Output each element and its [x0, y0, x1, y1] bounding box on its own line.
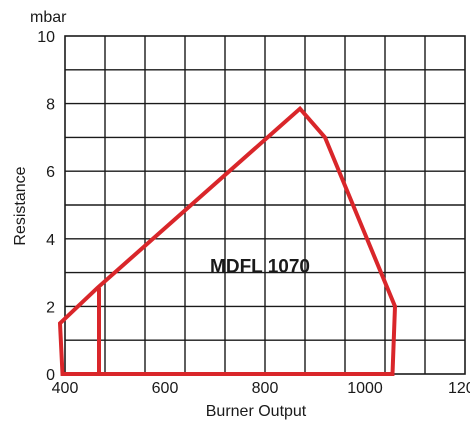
x-tick-label: 1200 kW — [448, 380, 470, 397]
x-tick-label: 400 — [52, 380, 79, 397]
x-tick-labels: 400 600 800 1000 1200 kW — [52, 380, 470, 397]
y-tick-label: 8 — [46, 97, 55, 114]
x-axis-title: Burner Output — [206, 403, 307, 420]
x-tick-label: 1000 — [347, 380, 383, 397]
x-tick-label: 600 — [152, 380, 179, 397]
y-tick-label: 0 — [46, 367, 55, 384]
y-tick-label: 2 — [46, 299, 55, 316]
y-unit-label: mbar — [30, 9, 67, 26]
y-tick-labels: 0 2 4 6 8 10 — [37, 29, 55, 384]
y-tick-label: 6 — [46, 164, 55, 181]
annotation-label: MDFL 1070 — [210, 257, 310, 278]
y-tick-label: 10 — [37, 29, 55, 46]
series-layer — [57, 105, 398, 376]
annotations: MDFL 1070 — [210, 257, 310, 278]
y-axis-title: Resistance — [12, 166, 29, 245]
series-line — [57, 105, 398, 376]
y-tick-label: 4 — [46, 232, 55, 249]
grid — [65, 36, 465, 374]
x-tick-label: 800 — [252, 380, 279, 397]
